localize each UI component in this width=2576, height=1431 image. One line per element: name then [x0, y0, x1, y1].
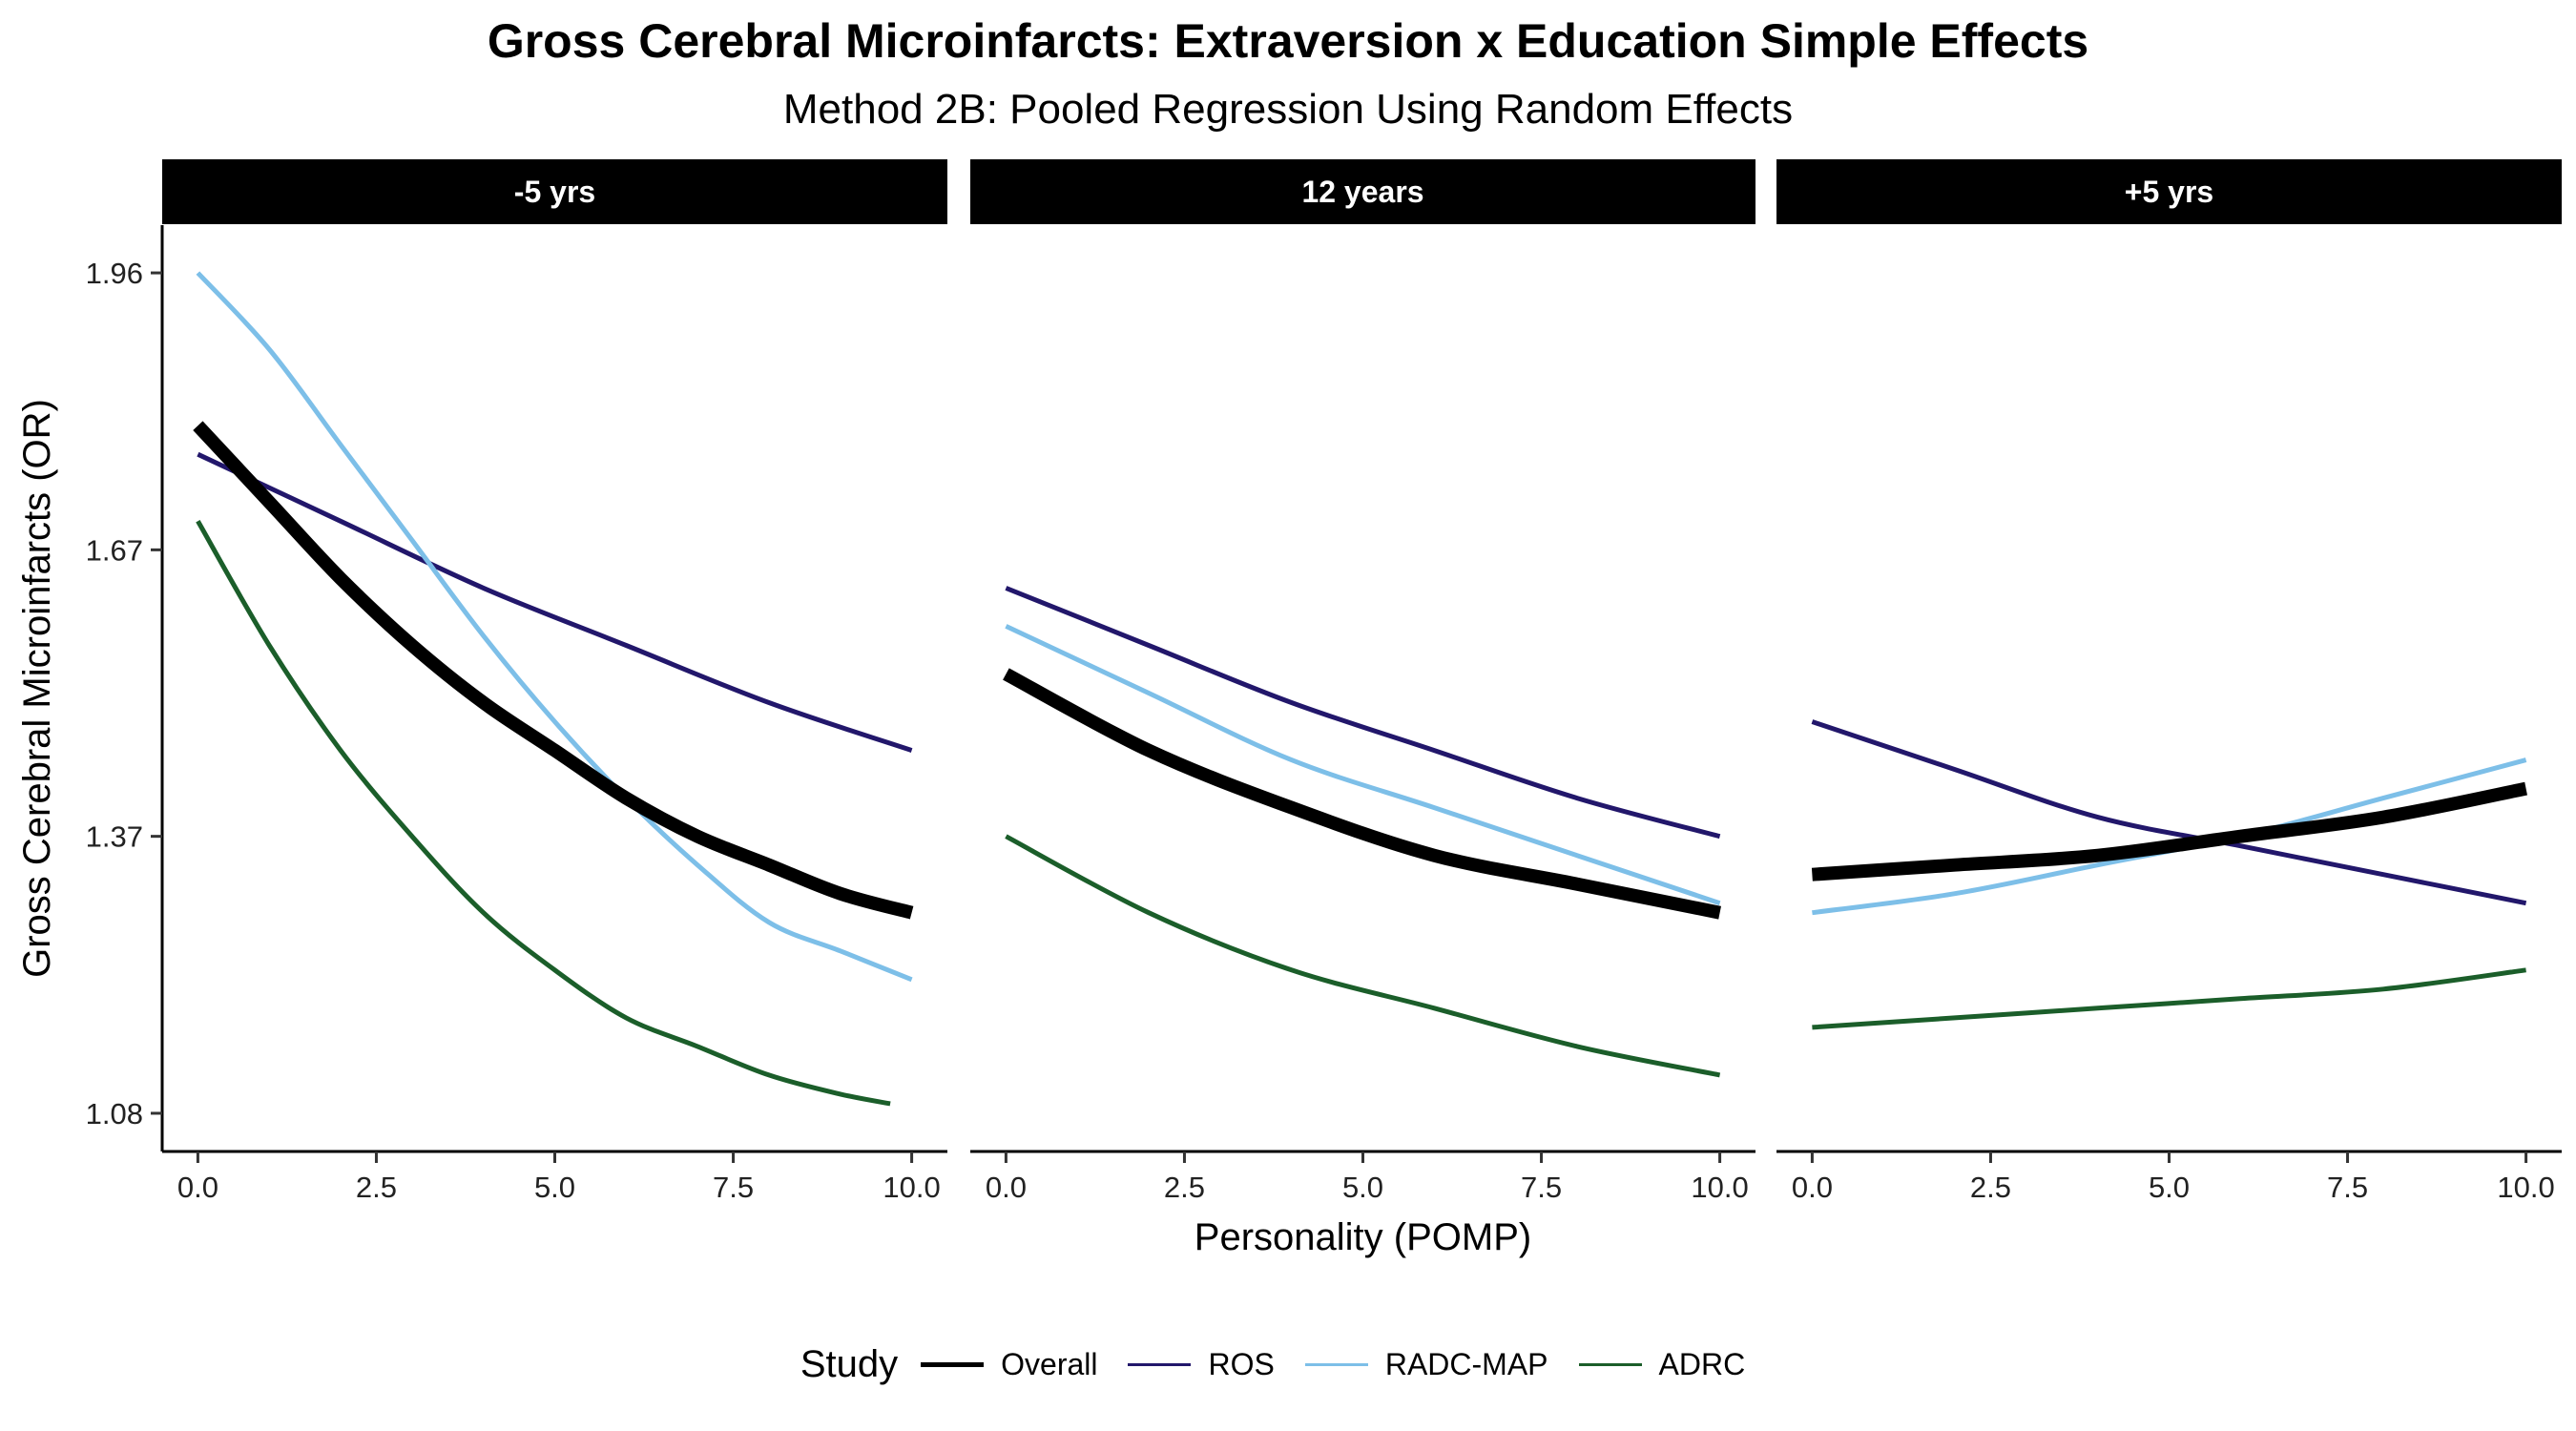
y-tick-label: 1.96	[86, 257, 143, 290]
x-tick-label: 7.5	[2327, 1171, 2368, 1204]
legend-item-radc-map: RADC-MAP	[1304, 1346, 1548, 1382]
series-line-overall	[1811, 781, 2527, 881]
y-tick-label: 1.08	[86, 1097, 143, 1130]
series-line-ros	[1811, 719, 2527, 906]
legend-key	[921, 1361, 985, 1367]
legend-key	[1128, 1362, 1192, 1366]
chart-title: Gross Cerebral Microinfarcts: Extraversi…	[487, 14, 2089, 68]
y-tick-label: 1.37	[86, 820, 143, 854]
panel-1: -5 yrs 0.0 2.5 5.0 7.5 10.0	[162, 159, 947, 1204]
series-line-adrc	[1812, 967, 2526, 1030]
x-tick-label: 0.0	[986, 1171, 1027, 1204]
facet-label: -5 yrs	[514, 175, 595, 209]
series-line-radc-map	[1812, 757, 2527, 916]
legend-item-ros: ROS	[1128, 1346, 1275, 1382]
x-tick-label: 0.0	[177, 1171, 218, 1204]
x-tick-label: 5.0	[1342, 1171, 1383, 1204]
panel-3: +5 yrs 0.0 2.5 5.0 7.5 10.0	[1776, 159, 2562, 1204]
series-line-ros	[1005, 586, 1721, 840]
x-tick-label: 10.0	[2497, 1171, 2554, 1204]
y-axis-label: Gross Cerebral Microinfarcts (OR)	[16, 399, 58, 978]
facet-label: +5 yrs	[2125, 175, 2213, 209]
chart-subtitle: Method 2B: Pooled Regression Using Rando…	[782, 86, 1794, 133]
series-line-radc-map	[1005, 624, 1721, 906]
facet-strip	[162, 159, 947, 224]
legend-key	[1304, 1362, 1368, 1366]
facet-strip	[1776, 159, 2562, 224]
y-tick-label: 1.67	[86, 533, 143, 567]
legend-title: Study	[800, 1342, 899, 1385]
x-tick-label: 10.0	[1691, 1171, 1748, 1204]
x-tick-label: 7.5	[1521, 1171, 1562, 1204]
x-axis-label: Personality (POMP)	[1195, 1216, 1531, 1258]
legend-key	[1578, 1362, 1642, 1366]
legend-item-adrc: ADRC	[1578, 1346, 1746, 1382]
legend: Study Overall ROS RADC-MAP ADRC	[0, 1336, 2576, 1393]
x-tick-label: 10.0	[883, 1171, 940, 1204]
legend-item-overall: Overall	[921, 1347, 1097, 1382]
x-tick-label: 2.5	[1970, 1171, 2011, 1204]
legend-label: ROS	[1208, 1346, 1275, 1381]
panel-2: 12 years 0.0 2.5 5.0 7.5 10.0	[970, 159, 1755, 1204]
x-tick-label: 2.5	[1164, 1171, 1205, 1204]
x-tick-label: 2.5	[356, 1171, 397, 1204]
legend-label: ADRC	[1658, 1346, 1746, 1381]
facet-label: 12 years	[1301, 175, 1423, 209]
x-tick-label: 5.0	[2149, 1171, 2190, 1204]
series-line-adrc	[196, 520, 891, 1107]
series-line-overall	[1003, 668, 1721, 920]
legend-label: Overall	[1001, 1346, 1098, 1381]
series-line-adrc	[1005, 834, 1721, 1078]
x-tick-label: 5.0	[534, 1171, 575, 1204]
x-tick-label: 0.0	[1792, 1171, 1833, 1204]
facet-strip	[970, 159, 1755, 224]
legend-label: RADC-MAP	[1384, 1346, 1548, 1381]
series-line-overall	[193, 421, 914, 920]
series-line-ros	[197, 451, 913, 753]
x-tick-label: 7.5	[713, 1171, 754, 1204]
legend-items: Overall ROS RADC-MAP ADRC	[921, 1347, 1776, 1382]
series-line-radc-map	[196, 271, 913, 983]
